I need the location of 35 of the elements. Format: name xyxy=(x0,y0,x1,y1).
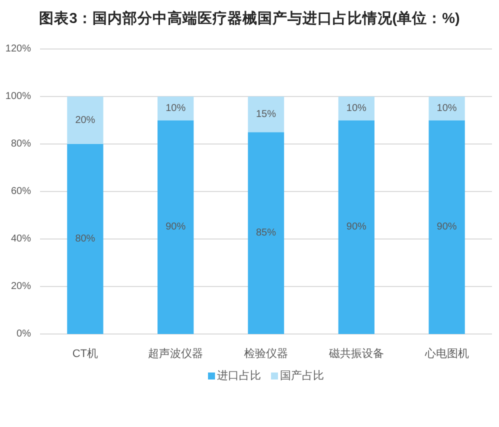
bar xyxy=(67,96,104,144)
bar xyxy=(338,120,374,334)
y-tick-label: 120% xyxy=(5,44,32,54)
data-label: 20% xyxy=(75,114,96,126)
y-tick-label: 40% xyxy=(10,234,32,244)
y-tick-label: 20% xyxy=(10,281,32,292)
y-tick-label: 80% xyxy=(10,138,32,150)
x-tick-label: 超声波仪器 xyxy=(148,347,204,360)
bar xyxy=(338,96,374,120)
bar xyxy=(248,96,284,132)
bar xyxy=(428,120,465,334)
data-label: 10% xyxy=(166,102,186,114)
y-tick-label: 60% xyxy=(10,186,32,197)
data-label: 10% xyxy=(346,102,367,114)
legend-label: 进口占比 xyxy=(217,369,261,382)
title: 图表3：国内部分中高端医疗器械国产与进口占比情况(单位：%) xyxy=(39,11,460,27)
data-label: 90% xyxy=(346,222,367,233)
bar xyxy=(158,96,194,120)
data-label: 90% xyxy=(436,222,457,233)
y-tick-label: 100% xyxy=(5,91,32,102)
data-label: 85% xyxy=(256,228,276,239)
y-tick-label: 0% xyxy=(16,328,32,340)
bar xyxy=(158,120,194,334)
x-tick-label: CT机 xyxy=(72,348,98,360)
x-tick-label: 检验仪器 xyxy=(244,348,288,360)
legend-label: 国产占比 xyxy=(280,369,324,382)
data-label: 10% xyxy=(436,102,457,114)
bar xyxy=(428,96,465,120)
x-tick-label: 磁共振设备 xyxy=(328,347,384,360)
data-label: 90% xyxy=(166,222,186,233)
bar xyxy=(67,144,104,334)
bar xyxy=(248,132,284,334)
x-tick-label: 心电图机 xyxy=(424,347,469,360)
data-label: 80% xyxy=(75,234,96,244)
data-label: 15% xyxy=(256,108,276,120)
